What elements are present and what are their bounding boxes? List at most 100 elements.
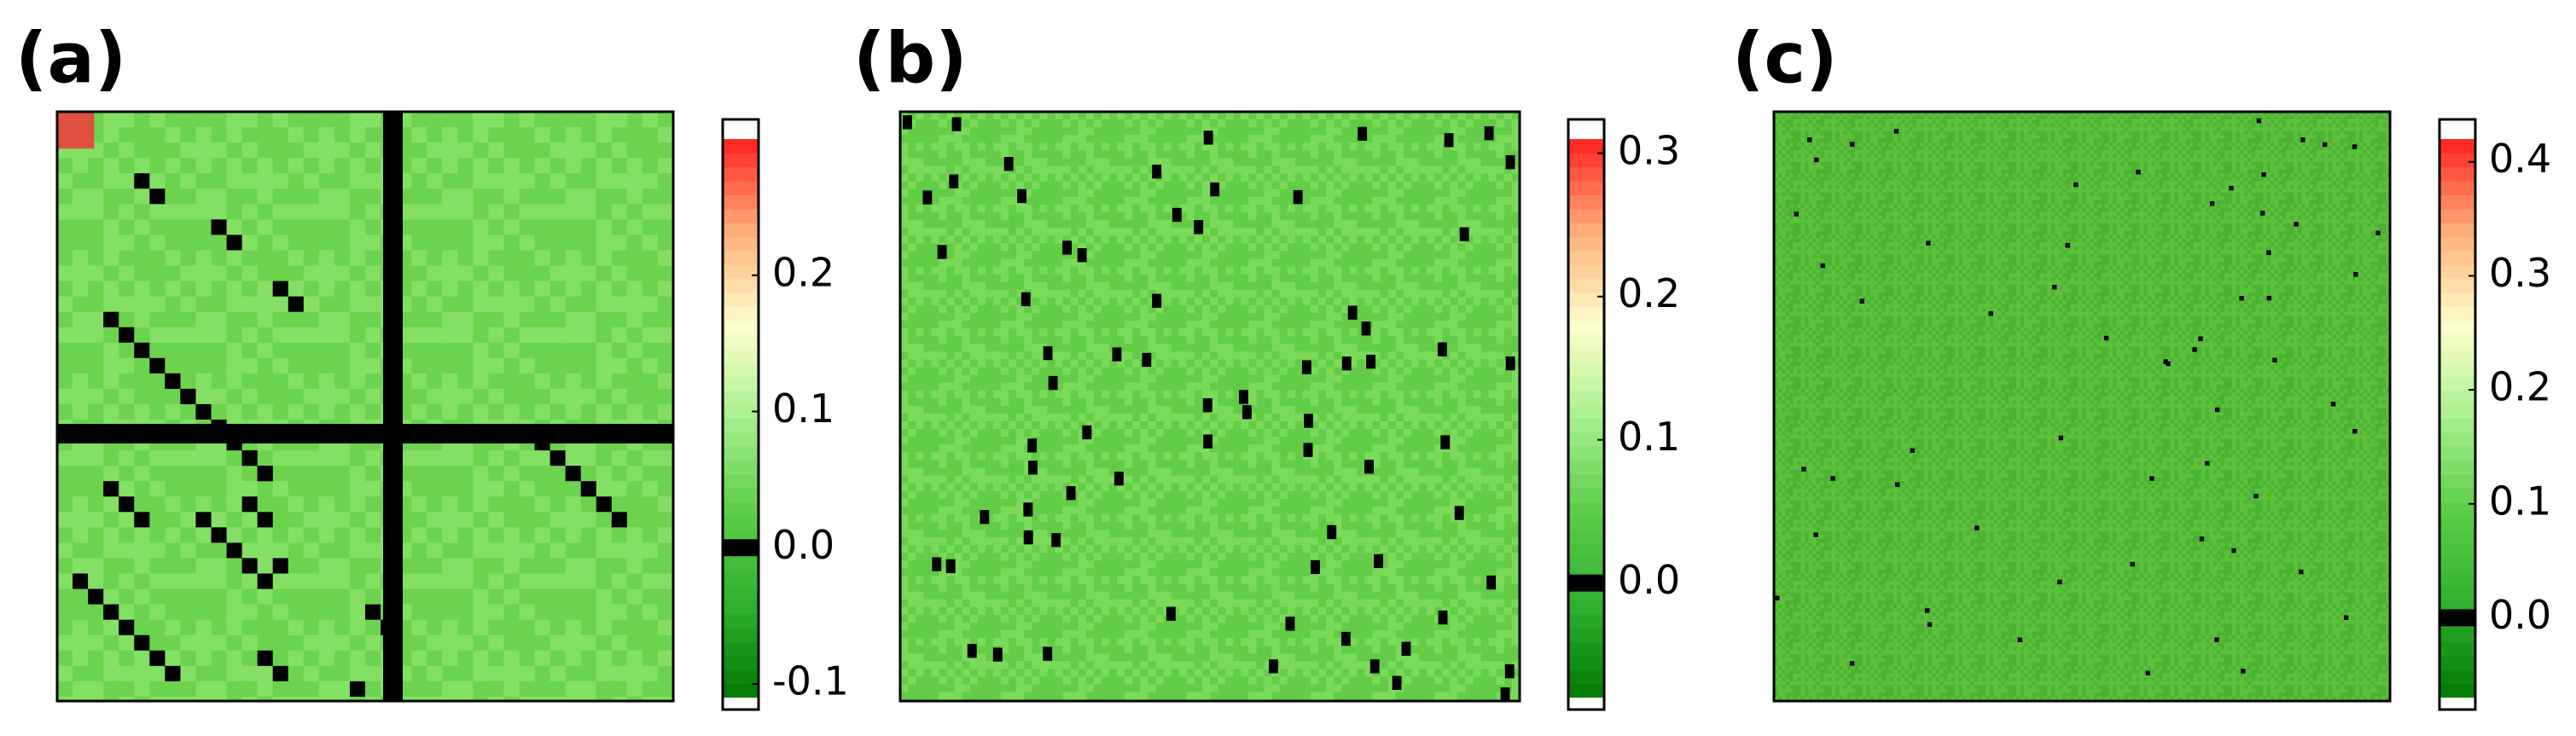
dark-cell (1505, 155, 1515, 170)
dark-cell (1152, 293, 1162, 308)
dark-cell (2229, 185, 2234, 191)
dark-cell (1239, 390, 1248, 404)
dark-cell (2353, 272, 2358, 277)
colorbar-step (2439, 320, 2475, 335)
dark-cell (580, 481, 596, 497)
dark-cell (1820, 263, 1826, 269)
dark-cell (2375, 230, 2381, 235)
colorbar-step (723, 278, 759, 293)
dark-cell (1850, 142, 1855, 147)
dark-cell (241, 496, 258, 513)
dark-cell (1112, 347, 1122, 362)
dark-cell (2231, 548, 2236, 553)
dark-cell (1401, 641, 1411, 656)
dark-cell (980, 510, 990, 524)
dark-cell (1500, 687, 1510, 702)
dark-cell (2209, 200, 2215, 206)
colorbar-step (1568, 194, 1604, 210)
colorbar-step (2439, 460, 2475, 475)
dark-cell (2256, 118, 2262, 124)
colorbar-tick-label: 0.0 (772, 522, 834, 568)
dark-cell (1813, 532, 1818, 537)
colorbar-step (723, 236, 759, 252)
dark-cell (1438, 610, 1448, 625)
colorbar-frame (2438, 118, 2477, 711)
dark-cell (2352, 428, 2358, 434)
heatmap (1774, 112, 2390, 701)
colorbar-step (723, 600, 759, 615)
colorbar-step (723, 516, 759, 530)
dark-cell (2299, 569, 2304, 575)
dark-cell (119, 496, 135, 513)
dark-cell (1304, 414, 1313, 428)
colorbar-step (2439, 348, 2475, 363)
dark-cell (241, 450, 258, 467)
red-cell (57, 112, 95, 149)
dark-cell (134, 635, 150, 651)
dark-cell (1021, 292, 1031, 306)
dark-cell (1311, 559, 1320, 575)
colorbar-step (1568, 418, 1604, 433)
dark-cell (1203, 130, 1213, 145)
colorbar-step (723, 153, 759, 168)
colorbar-step (723, 139, 759, 154)
colorbar-step (723, 404, 759, 419)
colorbar-step (1568, 460, 1604, 475)
heatmap-frame (1772, 110, 2392, 703)
colorbar-step (2439, 586, 2475, 600)
colorbar-step (723, 306, 759, 322)
dark-cell (2058, 435, 2063, 441)
colorbar-tick-label: 0.0 (2489, 592, 2551, 638)
dark-cell (1440, 435, 1451, 449)
dark-cell (2057, 579, 2062, 585)
dark-cell (1794, 212, 1799, 217)
colorbar-step (1568, 613, 1604, 629)
colorbar-step (723, 432, 759, 447)
dark-cell (2149, 476, 2154, 481)
colorbar-step (1568, 264, 1604, 280)
dark-cell (119, 619, 135, 635)
dark-cell (2205, 461, 2210, 467)
dark-cell (2259, 211, 2265, 216)
dark-cell (2330, 402, 2336, 407)
dark-cell (2239, 296, 2244, 301)
colorbar-step (1568, 600, 1604, 615)
colorbar-step (723, 641, 759, 657)
colorbar-step (723, 683, 759, 698)
dark-cell (1374, 553, 1383, 569)
dark-cell (1066, 486, 1076, 501)
dark-cell (2214, 407, 2220, 413)
colorbar-step (2439, 223, 2475, 238)
colorbar-tick-label: 0.1 (1618, 414, 1680, 460)
colorbar-step (723, 418, 759, 433)
colorbar-step (1568, 251, 1604, 265)
dark-cell (2352, 144, 2358, 149)
colorbar-step (1568, 139, 1604, 154)
heatmap (57, 112, 673, 701)
dark-cell (1486, 575, 1497, 590)
dark-cell (349, 681, 365, 697)
dark-cell (1364, 460, 1374, 474)
dark-cell (1043, 345, 1053, 361)
dark-cell (257, 512, 273, 528)
dark-cell (88, 588, 104, 605)
colorbar-step (1568, 474, 1604, 489)
dark-cell (119, 327, 135, 343)
colorbar-tick-label: 0.2 (1618, 270, 1680, 316)
colorbar-step (723, 655, 759, 670)
dark-cell (195, 403, 212, 420)
colorbar-step (723, 166, 759, 182)
colorbar-step (1568, 166, 1604, 182)
dark-cell (381, 619, 397, 635)
colorbar-step (2439, 669, 2475, 685)
dark-cell (1269, 659, 1278, 674)
colorbar-zero-band (2439, 609, 2475, 627)
colorbar-step (723, 181, 759, 195)
colorbar-step (2439, 194, 2475, 210)
dark-cell (1444, 133, 1454, 148)
colorbar-step (723, 446, 759, 461)
dark-cell (180, 388, 196, 404)
dark-cell (1210, 182, 1220, 197)
dark-cell (1814, 157, 1819, 163)
colorbar-step (723, 194, 759, 210)
